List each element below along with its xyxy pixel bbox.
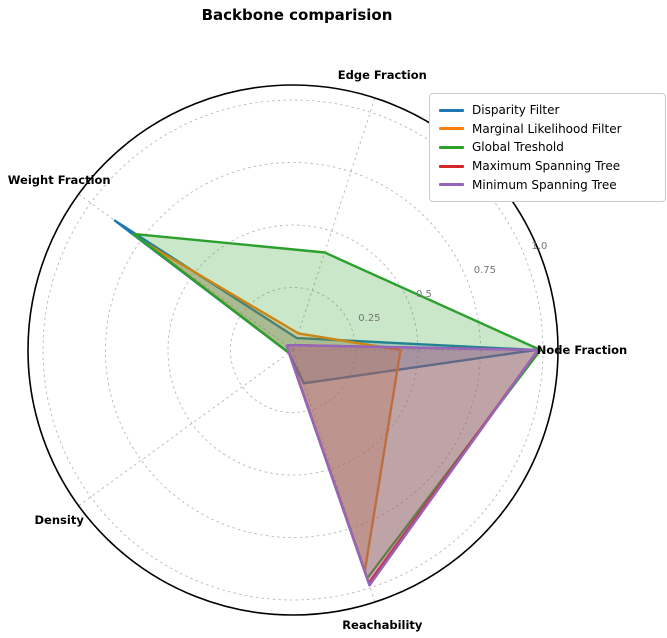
axis-label-weight-fraction: Weight Fraction [8,173,111,187]
series-polygon-2 [132,232,542,580]
legend-item-4: Minimum Spanning Tree [439,175,656,194]
legend-item-2: Global Treshold [439,138,656,157]
axis-label-node-fraction: Node Fraction [537,343,627,357]
legend-item-0: Disparity Filter [439,101,656,120]
legend-label: Minimum Spanning Tree [472,177,617,192]
chart-title: Backbone comparision [201,6,393,24]
axis-label-density: Density [35,513,85,527]
radial-tick-label: 1.0 [532,241,548,252]
polar-outline [27,84,559,616]
grid-spoke [292,97,376,351]
grid-circle [167,224,419,476]
legend-item-1: Marginal Likelihood Filter [439,120,656,139]
legend: Disparity Filter Marginal Likelihood Filt… [429,93,666,202]
legend-label: Disparity Filter [472,103,560,118]
legend-line-swatch [439,145,464,149]
radial-tick-label: 0.75 [474,265,496,276]
legend-line-swatch [439,108,464,112]
grid-spoke [78,193,294,351]
grid-circle [230,287,356,413]
series-polygon-4 [285,344,540,587]
radial-tick-label: 0.25 [358,313,380,324]
axis-label-edge-fraction: Edge Fraction [338,68,427,82]
legend-line-swatch [439,127,464,131]
grid-spoke [78,349,294,507]
legend-line-swatch [439,183,464,187]
grid-circle [42,99,544,601]
legend-label: Maximum Spanning Tree [472,159,621,174]
axis-label-reachability: Reachability [342,618,423,632]
radial-tick-label: 0.5 [416,289,432,300]
legend-item-3: Maximum Spanning Tree [439,157,656,176]
legend-line-swatch [439,164,464,168]
legend-label: Global Treshold [472,140,564,155]
legend-label: Marginal Likelihood Filter [472,121,622,136]
grid-spoke [292,349,376,603]
